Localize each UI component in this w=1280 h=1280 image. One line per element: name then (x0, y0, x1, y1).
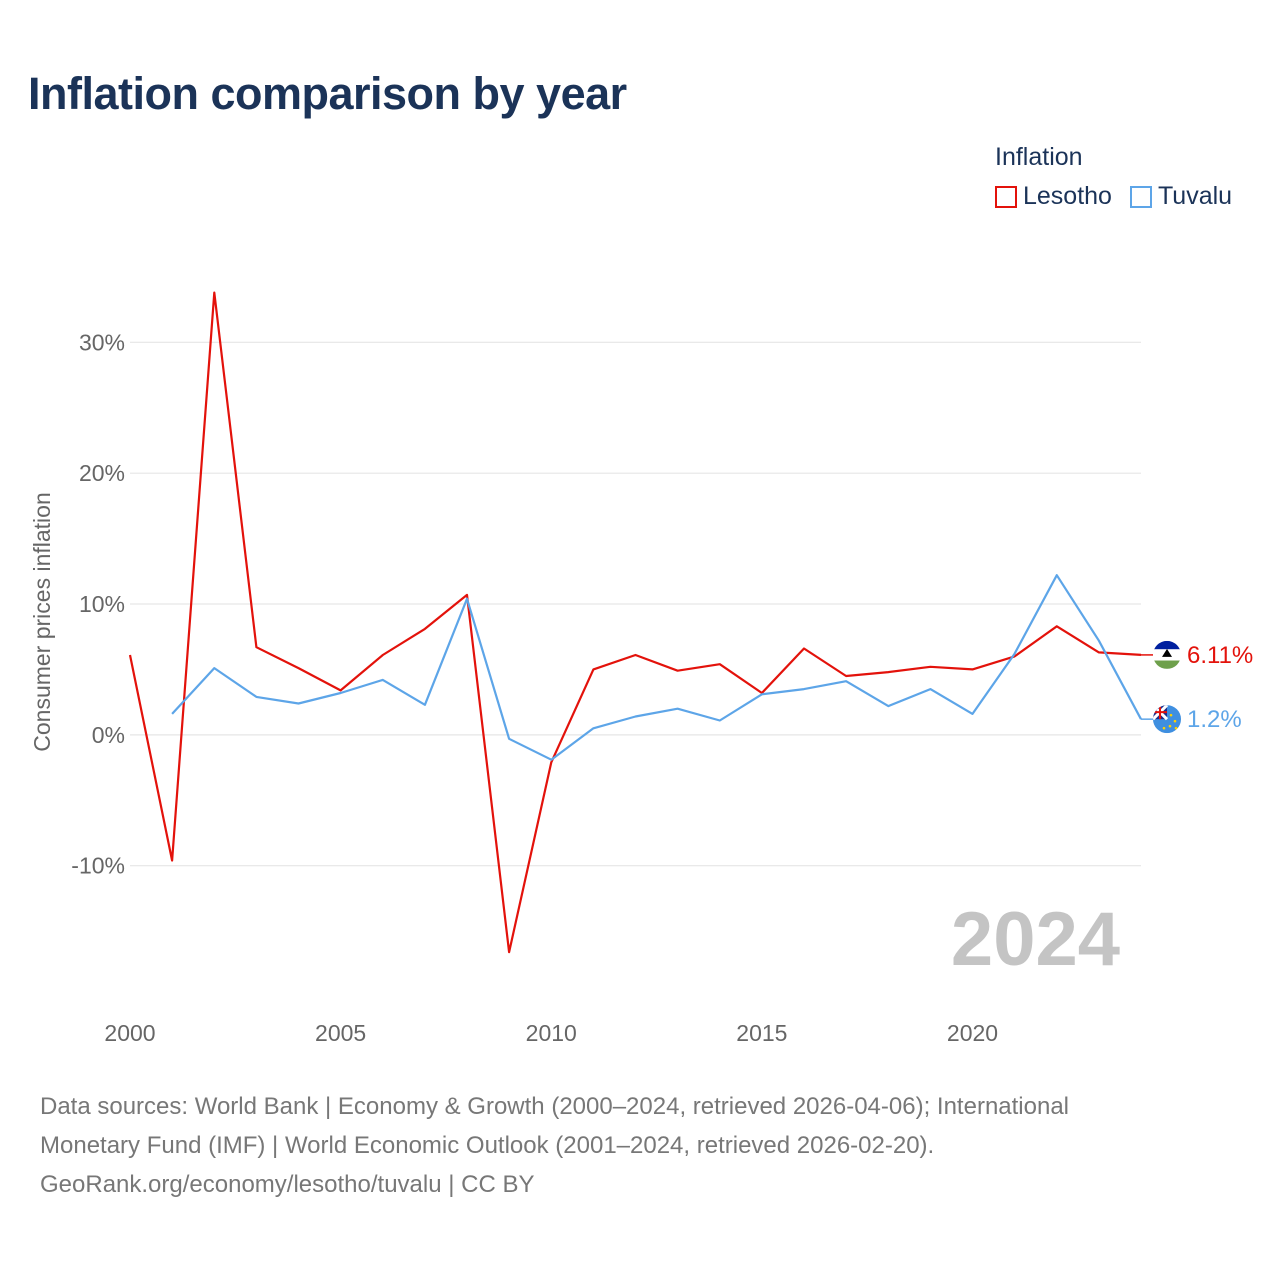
legend-item-tuvalu[interactable]: Tuvalu (1129, 182, 1233, 211)
end-label-tuvalu: 1.2% (1187, 706, 1242, 733)
footer-source-line-2: Monetary Fund (IMF) | World Economic Out… (40, 1132, 935, 1159)
legend-title: Inflation (995, 143, 1083, 171)
year-watermark: 2024 (951, 897, 1120, 982)
grid-lines (130, 341, 1141, 867)
footer-credit[interactable]: GeoRank.org/economy/lesotho/tuvalu | CC … (40, 1171, 535, 1198)
y-tick-label: 20% (79, 460, 125, 486)
footer-source-line-1: Data sources: World Bank | Economy & Gro… (40, 1093, 1070, 1120)
y-tick-label: 30% (79, 329, 125, 355)
end-label-lesotho: 6.11% (1187, 642, 1253, 669)
y-tick-label: 0% (92, 722, 125, 748)
legend-swatch-tuvalu (1129, 185, 1152, 208)
y-axis-label: Consumer prices inflation (29, 492, 55, 752)
y-tick-label: -10% (71, 853, 125, 879)
legend: Inflation Lesotho Tuvalu (995, 143, 1232, 211)
y-tick-labels: -10% 0% 10% 20% 30% (71, 329, 125, 878)
legend-item-lesotho[interactable]: Lesotho (995, 182, 1112, 211)
y-tick-label: 10% (79, 591, 125, 617)
x-tick-label: 2000 (104, 1020, 155, 1046)
x-tick-label: 2005 (315, 1020, 366, 1046)
legend-label-lesotho: Lesotho (1023, 182, 1112, 210)
series-lines (128, 291, 1142, 954)
page-title: Inflation comparison by year (28, 68, 627, 119)
x-tick-label: 2020 (947, 1020, 998, 1046)
series-line-lesotho[interactable] (128, 291, 1142, 954)
series-end-markers: 6.11% 1.2% (1141, 640, 1253, 734)
legend-label-tuvalu: Tuvalu (1157, 182, 1233, 210)
flag-icon-tuvalu (1153, 705, 1181, 734)
flag-icon-lesotho (1153, 640, 1181, 669)
x-tick-labels: 2000 2005 2010 2015 2020 (104, 1020, 998, 1046)
line-chart: -10% 0% 10% 20% 30% 2000 2005 2010 2015 2020 Con… (29, 291, 1253, 1046)
footer: Data sources: World Bank | Economy & Gro… (40, 1087, 1240, 1204)
x-tick-label: 2015 (736, 1020, 787, 1046)
legend-swatch-lesotho (995, 185, 1017, 208)
series-line-tuvalu[interactable] (171, 574, 1142, 761)
x-tick-label: 2010 (526, 1020, 577, 1046)
